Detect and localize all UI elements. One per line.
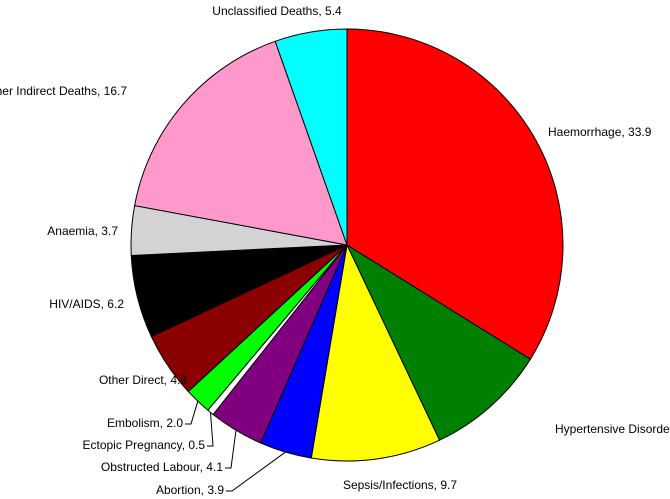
pie-slice xyxy=(134,40,348,246)
slice-label: Sepsis/Infections, 9.7 xyxy=(343,478,457,492)
slice-label: Ectopic Pregnancy, 0.5 xyxy=(82,438,205,452)
pie-slice xyxy=(274,28,348,246)
leader-line xyxy=(226,451,286,492)
leader-line xyxy=(185,401,199,425)
slice-label: Embolism, 2.0 xyxy=(107,416,183,430)
slice-label: Other Direct, 4.9 xyxy=(99,373,187,387)
leader-line xyxy=(225,430,237,469)
leader-line xyxy=(207,412,214,447)
pie-slice xyxy=(345,243,532,441)
slice-label: Obstructed Labour, 4.1 xyxy=(101,460,223,474)
slice-label: Unclassified Deaths, 5.4 xyxy=(212,4,342,18)
slice-label: Abortion, 3.9 xyxy=(156,483,224,497)
slice-label: Haemorrhage, 33.9 xyxy=(548,125,652,139)
slice-label: Hypertensive Disorders, 9.1 xyxy=(555,422,670,436)
slice-label: Other Indirect Deaths, 16.7 xyxy=(0,84,127,98)
pie-slice xyxy=(310,243,441,462)
slice-label: HIV/AIDS, 6.2 xyxy=(49,297,124,311)
slice-label: Anaemia, 3.7 xyxy=(47,224,118,238)
pie-slice xyxy=(346,28,564,360)
